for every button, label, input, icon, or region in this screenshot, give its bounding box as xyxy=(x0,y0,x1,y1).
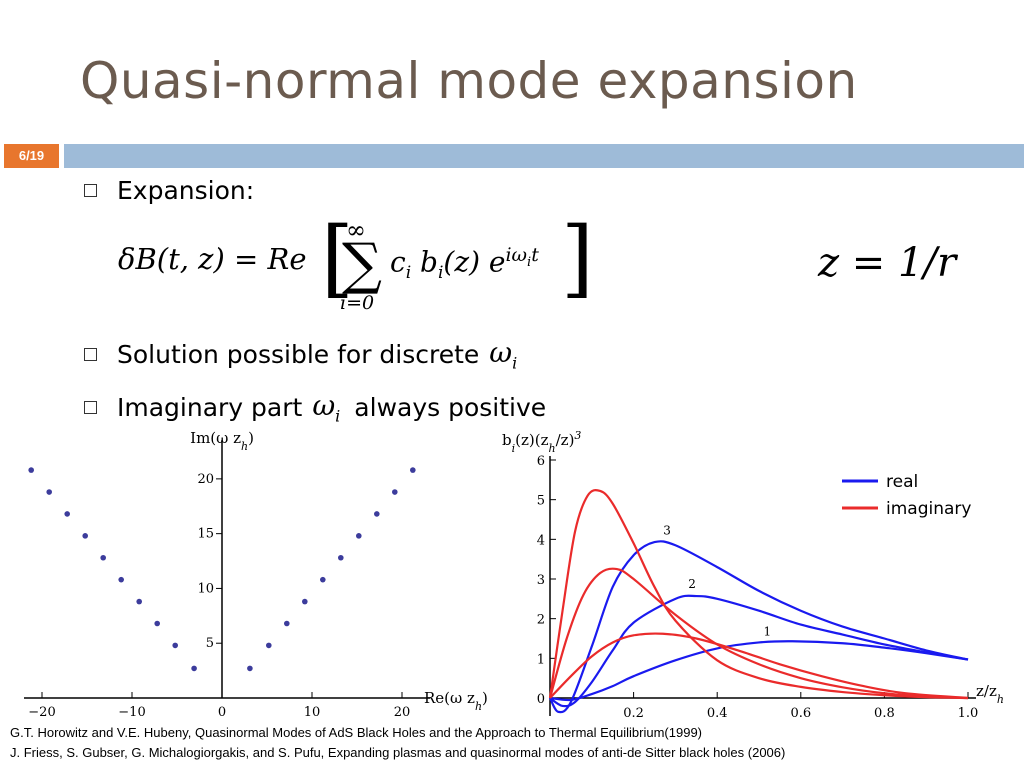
bullet-text-before: Imaginary part xyxy=(117,392,303,422)
data-point xyxy=(82,533,88,539)
data-point xyxy=(284,620,290,627)
data-point xyxy=(100,554,106,561)
bullet-square-icon xyxy=(84,184,97,197)
omega-symbol: ωi xyxy=(312,389,341,426)
data-point xyxy=(64,511,70,517)
x-tick-label: 20 xyxy=(394,705,411,720)
data-point xyxy=(28,467,34,473)
x-tick-label: 1.0 xyxy=(958,706,979,721)
y-tick-label: 5 xyxy=(537,494,545,509)
data-point xyxy=(118,576,124,583)
series-line-imaginary xyxy=(548,488,969,700)
left-bracket: [ xyxy=(321,209,354,307)
data-point xyxy=(338,554,344,561)
x-tick-label: 0.2 xyxy=(623,706,644,721)
data-point xyxy=(191,665,197,672)
equation-lhs: δB(t, z) = Re xyxy=(118,242,307,276)
data-point xyxy=(320,576,326,583)
bullet-text: Expansion: xyxy=(117,176,255,205)
x-tick-label: 0.6 xyxy=(790,706,811,721)
bullet-square-icon xyxy=(84,400,97,414)
bullet-expansion: Expansion: xyxy=(84,176,254,205)
sum-term: ci bi(z) eiωit xyxy=(390,244,539,283)
data-point xyxy=(266,642,272,649)
y-axis-label: Im(ω zh) xyxy=(190,429,254,453)
header-rule-bar xyxy=(64,144,1024,168)
data-point xyxy=(136,598,142,605)
y-tick-label: 10 xyxy=(197,581,214,596)
sum-symbol: ∑ xyxy=(342,232,382,297)
mode-annotation-2: 2 xyxy=(688,577,696,591)
x-tick-label: −10 xyxy=(118,705,145,720)
bullet-imaginary-part: Imaginary part ωi always positive xyxy=(84,389,546,426)
y-tick-label: 15 xyxy=(197,527,214,542)
x-tick-label: 0 xyxy=(218,705,226,720)
bullet-text: Solution possible for discrete xyxy=(117,339,480,369)
sum-lower-limit: i=0 xyxy=(340,292,375,314)
series-line-real xyxy=(549,540,969,714)
bullet-discrete-solution: Solution possible for discrete ωi xyxy=(84,336,517,373)
x-axis-label: Re(ω zh) xyxy=(424,689,488,713)
series-line-imaginary xyxy=(549,632,969,700)
x-tick-label: 0.8 xyxy=(874,706,895,721)
series-line-imaginary xyxy=(548,567,969,700)
x-tick-label: −20 xyxy=(28,705,55,720)
expansion-equation: δB(t, z) = Re [ ∞ ∑ i=0 ci bi(z) eiωit ] xyxy=(118,209,594,318)
page-number-badge: 6/19 xyxy=(4,144,59,168)
data-point xyxy=(302,598,308,605)
quasinormal-frequency-scatter-chart: −20 −10 0 10 20 5 10 15 20 Im(ω zh) Re(ω zh) xyxy=(24,429,488,720)
y-axis-label: bi(z)(zh/z)3 xyxy=(502,429,581,455)
coordinate-equation: z = 1/r xyxy=(818,240,957,286)
mode-profile-line-chart: 0.2 0.4 0.6 0.8 1.0 0 1 2 3 4 5 6bi(z)(zh/z)3 z/zh 3 2… xyxy=(502,429,1004,722)
series-line-real xyxy=(549,640,969,702)
x-axis-label: z/zh xyxy=(976,682,1004,706)
sum-upper-limit: ∞ xyxy=(346,216,366,244)
y-tick-label: 4 xyxy=(537,533,545,548)
data-point xyxy=(392,489,398,495)
legend-label-real: real xyxy=(886,472,918,492)
data-point xyxy=(247,665,253,672)
data-point xyxy=(172,642,178,649)
right-bracket: ] xyxy=(561,209,594,307)
data-point xyxy=(374,511,380,517)
y-tick-label: 6 xyxy=(537,454,545,469)
bullet-square-icon xyxy=(84,347,97,361)
reference-1: G.T. Horowitz and V.E. Hubeny, Quasinorm… xyxy=(10,725,703,740)
data-point xyxy=(154,620,160,627)
reference-2: J. Friess, S. Gubser, G. Michalogiorgaki… xyxy=(10,745,786,760)
x-tick-label: 10 xyxy=(304,705,321,720)
data-point xyxy=(46,489,52,495)
mode-annotation-1: 1 xyxy=(764,625,772,639)
y-tick-label: 0 xyxy=(537,692,545,707)
mode-annotation-3: 3 xyxy=(663,523,671,537)
y-tick-label: 3 xyxy=(537,573,545,588)
slide-title: Quasi-normal mode expansion xyxy=(80,52,858,110)
data-point xyxy=(356,533,362,539)
y-tick-label: 1 xyxy=(537,652,545,667)
x-tick-label: 0.4 xyxy=(707,706,728,721)
omega-symbol: ωi xyxy=(489,336,518,373)
bullet-text-after: always positive xyxy=(354,392,547,422)
legend-label-imaginary: imaginary xyxy=(886,499,971,519)
data-point xyxy=(410,467,416,473)
y-tick-label: 2 xyxy=(537,613,545,628)
y-tick-label: 5 xyxy=(206,636,214,651)
y-tick-label: 20 xyxy=(197,472,214,487)
